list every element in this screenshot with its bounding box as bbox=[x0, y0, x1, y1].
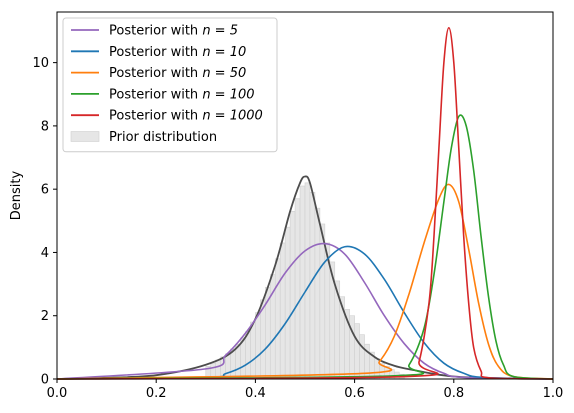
histogram-bar bbox=[279, 242, 286, 380]
legend-label: Posterior with n = 50 bbox=[109, 66, 246, 81]
series-line-1 bbox=[56, 242, 554, 380]
histogram-bar bbox=[289, 211, 296, 380]
histogram-bar bbox=[314, 207, 321, 380]
y-tick-label: 8 bbox=[41, 119, 49, 134]
y-axis-label: Density bbox=[9, 170, 24, 220]
legend-items: Posterior with n = 5 Posterior with n = 1… bbox=[70, 24, 263, 145]
x-tick-label: 0.2 bbox=[146, 386, 167, 401]
series-lines bbox=[56, 27, 554, 380]
x-tick-label: 0.4 bbox=[245, 386, 266, 401]
y-axis-ticks: 0 2 4 6 8 10 bbox=[32, 56, 57, 388]
series-line-2 bbox=[56, 245, 554, 380]
histogram-bar bbox=[304, 182, 311, 380]
histogram-bar bbox=[359, 334, 365, 380]
legend-box bbox=[62, 17, 278, 153]
axes: 0.0 0.2 0.4 0.6 0.8 1.0 0 2 4 6 8 10 Density bbox=[9, 11, 564, 401]
histogram-bar bbox=[225, 353, 231, 380]
histogram-bar bbox=[349, 315, 355, 380]
x-tick-label: 1.0 bbox=[543, 386, 564, 401]
legend-label: Posterior with n = 100 bbox=[109, 87, 255, 102]
legend-label: Posterior with n = 10 bbox=[109, 45, 246, 60]
legend-label: Prior distribution bbox=[109, 130, 217, 145]
y-tick-label: 0 bbox=[41, 373, 49, 388]
x-tick-label: 0.6 bbox=[344, 386, 365, 401]
legend: Posterior with n = 5 Posterior with n = 1… bbox=[62, 17, 278, 153]
y-tick-label: 10 bbox=[32, 56, 49, 71]
legend-label: Posterior with n = 5 bbox=[109, 24, 238, 39]
histogram-bar bbox=[319, 223, 326, 380]
legend-swatch bbox=[70, 131, 100, 142]
legend-label: Posterior with n = 1000 bbox=[109, 109, 263, 124]
histogram-bar bbox=[255, 312, 261, 380]
y-tick-label: 4 bbox=[41, 246, 49, 261]
series-line-3 bbox=[56, 183, 554, 380]
y-tick-label: 6 bbox=[41, 183, 49, 198]
histogram-bar bbox=[245, 331, 251, 380]
plot-frame bbox=[56, 11, 554, 380]
x-tick-label: 0.0 bbox=[47, 386, 68, 401]
histogram-bar bbox=[309, 192, 316, 380]
x-axis-ticks: 0.0 0.2 0.4 0.6 0.8 1.0 bbox=[47, 379, 564, 401]
histogram-bar bbox=[250, 321, 256, 380]
histogram-bar bbox=[274, 258, 281, 380]
histogram-bar bbox=[284, 226, 291, 380]
histogram-bar bbox=[294, 198, 301, 380]
prior-kde-line bbox=[56, 175, 554, 380]
y-tick-label: 2 bbox=[41, 309, 49, 324]
histogram-bar bbox=[354, 323, 360, 380]
x-tick-label: 0.8 bbox=[443, 386, 464, 401]
series-line-5 bbox=[56, 27, 554, 380]
histogram-bar bbox=[299, 185, 306, 380]
